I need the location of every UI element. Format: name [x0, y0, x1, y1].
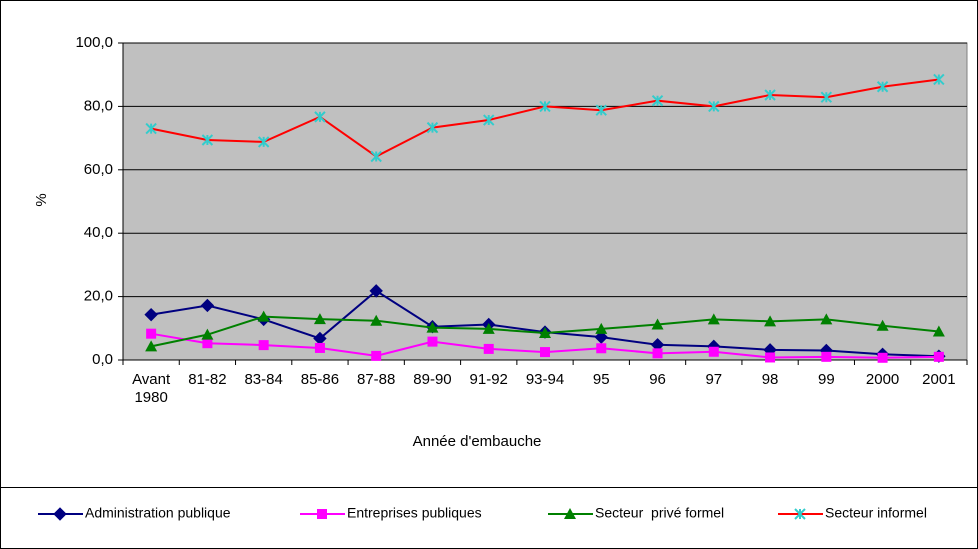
x-tick-label: 96	[649, 371, 666, 388]
marker	[426, 121, 439, 134]
marker	[370, 314, 383, 326]
marker	[317, 509, 327, 519]
legend-label: Entreprises publiques	[347, 505, 482, 521]
marker	[483, 343, 494, 354]
marker	[651, 318, 664, 330]
marker	[876, 81, 889, 93]
marker	[595, 322, 608, 334]
x-tick-label: Avant 1980	[132, 371, 171, 406]
x-tick-label: 93-94	[525, 371, 565, 388]
marker	[596, 343, 607, 354]
marker	[821, 351, 832, 362]
marker	[540, 347, 550, 358]
marker	[933, 73, 945, 86]
marker	[651, 94, 664, 107]
y-axis-label: %	[33, 193, 50, 206]
marker	[876, 319, 889, 331]
y-tick-label: 0,0	[92, 351, 113, 368]
marker	[314, 342, 325, 353]
legend-label: Administration publique	[85, 505, 231, 521]
marker	[594, 330, 608, 344]
marker	[933, 351, 944, 362]
x-tick-label: 89-90	[413, 371, 452, 388]
y-tick-label: 100,0	[75, 34, 113, 51]
marker	[257, 310, 270, 322]
marker	[145, 122, 157, 135]
x-tick-label: 99	[817, 371, 835, 388]
marker	[794, 508, 806, 520]
x-tick-label: 97	[705, 371, 723, 388]
marker	[369, 284, 383, 298]
marker	[539, 100, 551, 113]
marker	[313, 313, 326, 325]
marker	[765, 352, 776, 363]
x-axis-label: Année d'embauche	[413, 433, 542, 450]
marker	[482, 322, 495, 334]
marker	[144, 307, 158, 322]
marker	[820, 313, 833, 325]
plot-area	[122, 42, 968, 361]
marker	[539, 327, 551, 339]
marker	[201, 134, 214, 146]
marker	[53, 507, 67, 521]
x-tick-label: 85-86	[300, 371, 340, 388]
marker	[820, 91, 833, 103]
y-tick-label: 40,0	[84, 224, 113, 241]
marker	[652, 348, 663, 359]
legend-label: Secteur informel	[825, 505, 927, 521]
marker	[200, 298, 215, 313]
marker	[708, 346, 719, 357]
x-tick-label: 81-82	[188, 371, 227, 388]
marker	[595, 104, 607, 116]
x-tick-label: 98	[761, 371, 779, 388]
marker	[202, 338, 213, 349]
marker	[257, 136, 270, 148]
x-tick-label: 2000	[865, 371, 900, 388]
marker	[370, 150, 382, 163]
y-tick-label: 80,0	[84, 97, 113, 114]
marker	[483, 114, 495, 126]
y-tick-label: 60,0	[84, 161, 113, 178]
marker	[201, 328, 214, 340]
x-tick-label: 91-92	[469, 371, 508, 388]
marker	[426, 321, 439, 333]
x-tick-label: 2001	[922, 371, 956, 388]
legend-label: Secteur privé formel	[595, 505, 724, 521]
marker	[764, 89, 776, 101]
marker	[708, 100, 720, 113]
y-tick-label: 20,0	[84, 288, 113, 305]
x-tick-label: 87-88	[357, 371, 396, 388]
marker	[371, 350, 382, 361]
marker	[314, 111, 326, 123]
marker	[427, 336, 438, 347]
marker	[764, 315, 777, 327]
marker	[146, 328, 157, 339]
marker	[932, 325, 945, 337]
marker	[877, 352, 888, 363]
marker	[564, 508, 576, 519]
x-tick-label: 95	[592, 371, 610, 388]
marker	[145, 340, 158, 352]
marker	[258, 340, 269, 351]
x-tick-label: 83-84	[244, 371, 283, 388]
marker	[707, 313, 720, 325]
